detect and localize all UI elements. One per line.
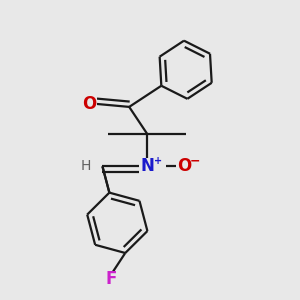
Text: −: − [189, 155, 200, 168]
FancyBboxPatch shape [186, 153, 203, 169]
Text: N: N [140, 157, 154, 175]
FancyBboxPatch shape [81, 96, 97, 112]
FancyBboxPatch shape [103, 271, 119, 287]
Text: H: H [81, 159, 91, 173]
Text: +: + [154, 156, 162, 166]
Text: F: F [106, 270, 117, 288]
FancyBboxPatch shape [139, 158, 155, 175]
FancyBboxPatch shape [78, 158, 94, 175]
FancyBboxPatch shape [176, 158, 192, 175]
Text: O: O [82, 95, 96, 113]
FancyBboxPatch shape [150, 153, 166, 169]
Text: O: O [177, 157, 191, 175]
